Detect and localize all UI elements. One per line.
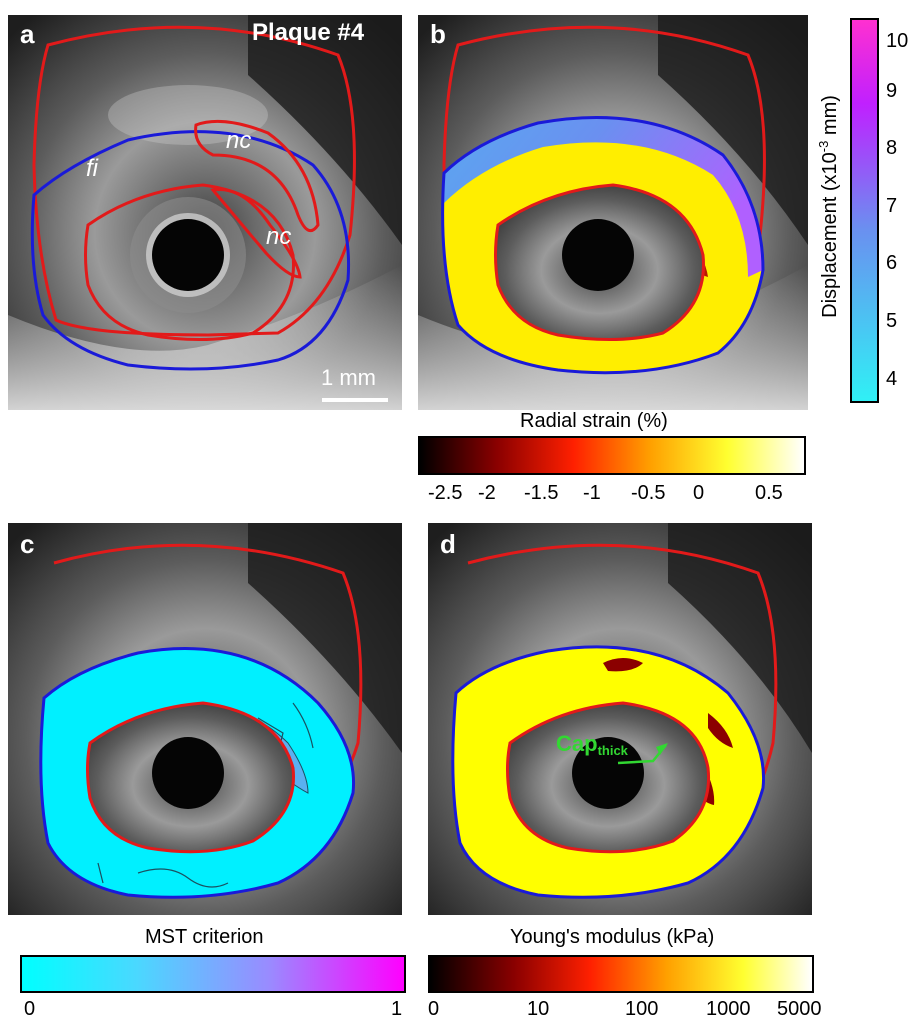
fi-label: fi bbox=[86, 155, 98, 182]
youngs-tick-label: 10 bbox=[527, 998, 550, 1020]
cap-thick-label: Capthick bbox=[556, 731, 628, 758]
youngs-tick-label: 0 bbox=[428, 998, 440, 1020]
radial-strain-title: Radial strain (%) bbox=[520, 410, 668, 432]
nc-label-upper: nc bbox=[226, 127, 252, 154]
ultrasound-image-a bbox=[8, 15, 402, 410]
radial-strain-map bbox=[418, 15, 808, 410]
radial_strain-tick-label: -0.5 bbox=[631, 482, 666, 504]
panel-a: a Plaque #4 fi nc nc 1 mm bbox=[8, 15, 402, 410]
radial_strain-tick-label: -1 bbox=[583, 482, 601, 504]
nc-label-lower: nc bbox=[266, 223, 292, 250]
youngs-colorbar bbox=[428, 955, 814, 993]
youngs-title: Young's modulus (kPa) bbox=[510, 926, 715, 948]
mst-colorbar bbox=[20, 955, 406, 993]
displacement-tick-label: 7 bbox=[886, 195, 898, 217]
mst-title: MST criterion bbox=[145, 926, 264, 948]
youngs-modulus-map bbox=[428, 523, 812, 915]
displacement-title-main: Displacement (x10 bbox=[818, 152, 841, 318]
youngs-tick-label: 100 bbox=[625, 998, 659, 1020]
scale-bar-label: 1 mm bbox=[321, 365, 376, 390]
plaque-title: Plaque #4 bbox=[252, 19, 365, 46]
panel-d-label: d bbox=[440, 529, 456, 559]
displacement-tick-label: 9 bbox=[886, 80, 898, 102]
displacement-colorbar bbox=[850, 18, 879, 403]
panel-b-label: b bbox=[430, 19, 446, 49]
displacement-tick-label: 10 bbox=[886, 30, 909, 52]
panel-a-label: a bbox=[20, 19, 35, 49]
displacement-title: Displacement (x10-3 mm) bbox=[816, 95, 842, 318]
displacement-tick-label: 6 bbox=[886, 252, 898, 274]
radial_strain-tick-label: 0 bbox=[693, 482, 705, 504]
panel-c: c bbox=[8, 523, 402, 915]
panel-d: d Capthick bbox=[428, 523, 812, 915]
displacement-tick-label: 8 bbox=[886, 137, 898, 159]
radial_strain-tick-label: 0.5 bbox=[755, 482, 783, 504]
mst-tick-label: 0 bbox=[24, 998, 36, 1020]
displacement-title-end: mm) bbox=[818, 95, 841, 141]
youngs-tick-label: 5000 bbox=[777, 998, 822, 1020]
displacement-title-sup: -3 bbox=[816, 140, 832, 153]
cap-subscript: thick bbox=[597, 743, 628, 759]
displacement-tick-label: 4 bbox=[886, 368, 898, 390]
radial_strain-tick-label: -1.5 bbox=[524, 482, 559, 504]
mst-tick-label: 1 bbox=[391, 998, 403, 1020]
displacement-tick-label: 5 bbox=[886, 310, 898, 332]
panel-b: b bbox=[418, 15, 808, 410]
panel-c-label: c bbox=[20, 529, 35, 559]
radial_strain-tick-label: -2 bbox=[478, 482, 496, 504]
cap-text: Cap bbox=[556, 731, 598, 756]
radial-strain-colorbar bbox=[418, 436, 806, 475]
youngs-tick-label: 1000 bbox=[706, 998, 751, 1020]
mst-criterion-map bbox=[8, 523, 402, 915]
radial_strain-tick-label: -2.5 bbox=[428, 482, 463, 504]
